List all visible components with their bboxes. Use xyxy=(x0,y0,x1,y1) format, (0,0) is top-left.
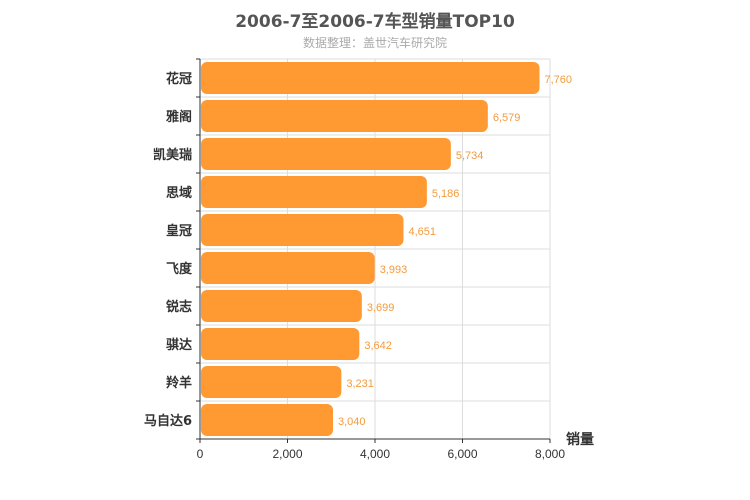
category-label: 羚羊 xyxy=(166,375,192,391)
x-tick-label: 2,000 xyxy=(272,447,302,461)
category-label: 马自达6 xyxy=(144,413,192,429)
value-label: 3,040 xyxy=(338,416,366,428)
chart-title: 2006-7至2006-7车型销量TOP10 xyxy=(235,12,515,32)
x-tick-label: 8,000 xyxy=(535,447,565,461)
bar xyxy=(201,328,360,360)
x-tick-label: 6,000 xyxy=(447,447,477,461)
value-label: 3,699 xyxy=(367,302,395,314)
value-label: 3,993 xyxy=(380,264,408,276)
value-label: 7,760 xyxy=(545,74,573,86)
category-label: 雅阁 xyxy=(166,109,192,125)
bar xyxy=(201,290,362,322)
category-label: 飞度 xyxy=(166,261,193,277)
chart-subtitle: 数据整理：盖世汽车研究院 xyxy=(302,36,447,50)
x-tick-label: 0 xyxy=(197,447,204,461)
value-label: 5,186 xyxy=(432,188,460,200)
category-label: 锐志 xyxy=(166,299,192,315)
bar xyxy=(201,366,342,398)
bar xyxy=(201,252,375,284)
bar xyxy=(201,62,540,94)
category-label: 思域 xyxy=(166,185,192,201)
bar xyxy=(201,100,488,132)
bar xyxy=(201,176,427,208)
category-label: 凯美瑞 xyxy=(153,147,192,163)
x-tick-label: 4,000 xyxy=(360,447,390,461)
bar xyxy=(201,214,404,246)
x-axis-label: 销量 xyxy=(566,431,594,448)
bar xyxy=(201,404,333,436)
bar xyxy=(201,138,451,170)
value-label: 4,651 xyxy=(408,226,436,238)
value-label: 3,642 xyxy=(364,340,392,352)
category-label: 花冠 xyxy=(166,71,192,87)
value-label: 5,734 xyxy=(456,150,484,162)
category-label: 骐达 xyxy=(166,337,192,353)
value-label: 6,579 xyxy=(493,112,521,124)
value-label: 3,231 xyxy=(346,378,374,390)
category-label: 皇冠 xyxy=(166,223,192,239)
